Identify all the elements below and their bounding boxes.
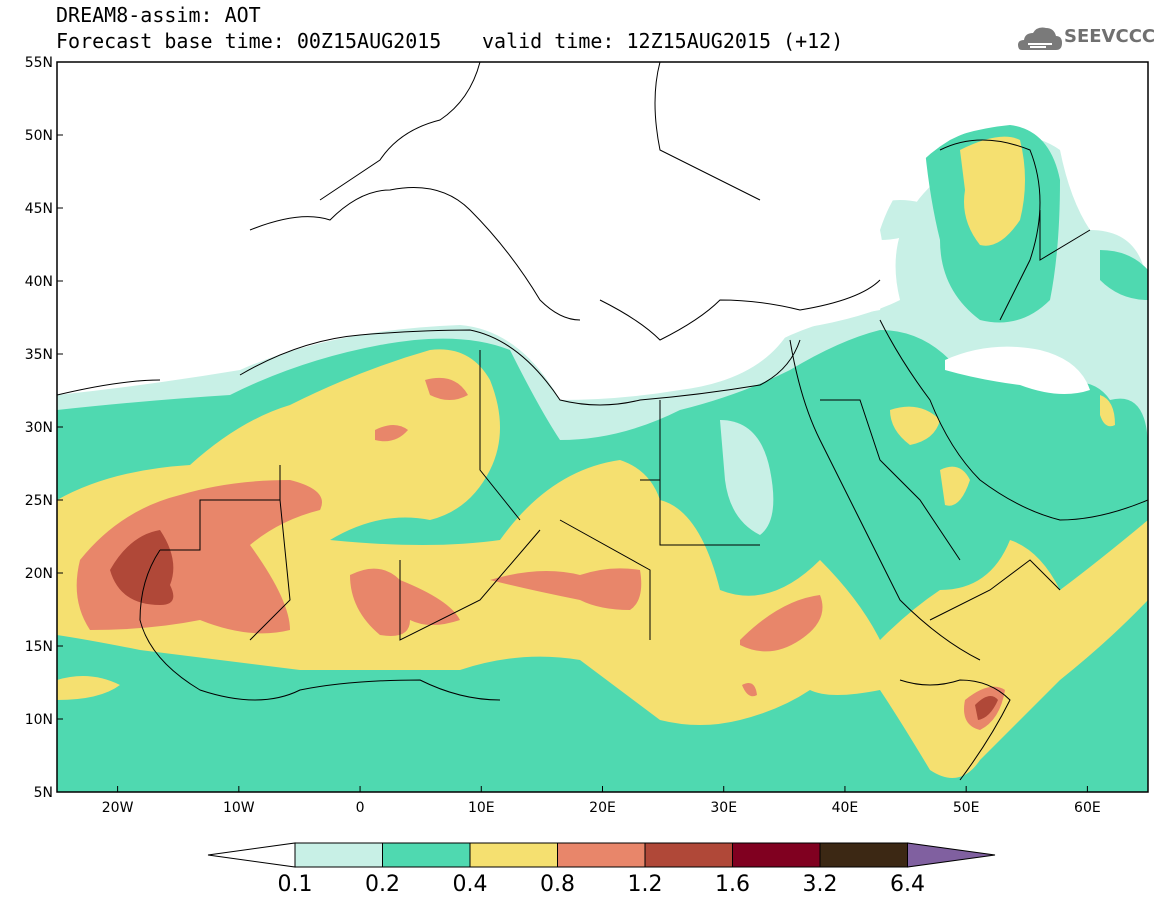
colorbar-label: 1.6 [715,872,750,897]
cloud-icon [1018,27,1062,50]
y-tick-label: 50N [25,128,53,144]
colorbar-label: 0.8 [540,872,575,897]
x-tick-label: 10W [223,800,255,816]
y-tick-label: 5N [34,785,53,801]
aot-field [57,62,1148,792]
colorbar-over-arrow [907,842,996,868]
y-tick-label: 35N [25,347,53,363]
colorbar-swatch [732,842,821,868]
x-tick-label: 10E [468,800,495,816]
x-tick-label: 30E [710,800,737,816]
x-tick-label: 20E [589,800,616,816]
colorbar-label: 1.2 [627,872,663,897]
x-tick-label: 0 [356,800,365,816]
aot-band-clear [57,62,1148,535]
y-tick-label: 10N [25,712,53,728]
y-tick-label: 25N [25,493,53,509]
x-tick-label: 50E [953,800,980,816]
colorbar-label: 0.2 [365,872,400,897]
x-tick-label: 40E [832,800,859,816]
colorbar-swatch [557,842,646,868]
aot-band-yellow [57,136,1148,778]
logo-text: SEEVCCC [1064,26,1156,47]
map-ticks: 20W 10W 0 10E 20E 30E 40E 50E 60E 55N 50N 45N 40N 35N… [25,55,1101,816]
colorbar-swatch [294,842,383,868]
colorbar-label: 0.1 [277,872,313,897]
base-time-label: Forecast base time: 00Z15AUG2015 [56,29,442,53]
colorbar-label: 0.4 [452,872,488,897]
colorbar [207,842,996,868]
colorbar-label: 3.2 [802,872,838,897]
colorbar-swatch [819,842,908,868]
x-tick-label: 20W [102,800,134,816]
valid-time-label: valid time: 12Z15AUG2015 (+12) [482,29,844,53]
y-tick-label: 55N [25,55,53,71]
y-tick-label: 30N [25,420,53,436]
colorbar-swatch [382,842,471,868]
y-tick-label: 45N [25,201,53,217]
y-tick-label: 20N [25,566,53,582]
colorbar-under-arrow [207,842,296,868]
y-tick-label: 15N [25,639,53,655]
colorbar-swatch [644,842,733,868]
x-tick-label: 60E [1074,800,1101,816]
colorbar-label: 6.4 [890,872,925,897]
aot-band-darkred [110,530,998,720]
colorbar-swatch [469,842,558,868]
map-title: DREAM8-assim: AOT [56,3,261,27]
coastlines [57,62,1148,781]
y-tick-label: 40N [25,274,53,290]
